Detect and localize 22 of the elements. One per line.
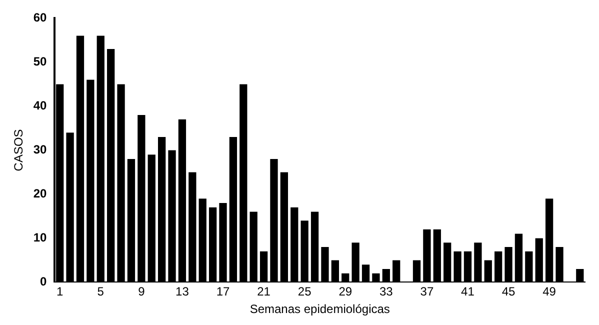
y-tick-label: 20 [33,186,48,201]
x-tick-label: 45 [502,284,516,299]
y-tick-label: 10 [33,230,48,245]
x-tick-label: 5 [97,284,104,299]
y-tick-label: 60 [33,10,48,25]
x-tick-label: 25 [298,284,312,299]
y-tick-label: 0 [40,274,48,289]
x-tick-label: 9 [138,284,146,299]
x-tick-label: 1 [56,284,64,299]
x-tick-label: 33 [379,284,394,299]
x-tick-label: 17 [216,284,230,299]
x-tick-label: 41 [461,284,475,299]
x-tick-label: 29 [338,284,352,299]
y-tick-label: 50 [33,54,48,69]
x-tick-label: 49 [542,284,556,299]
y-axis-title: CASOS [12,129,26,172]
x-tick-label: 21 [257,284,271,299]
y-tick-label: 30 [33,142,48,157]
x-axis-title: Semanas epidemiológicas [250,302,390,316]
y-tick-label: 40 [33,98,48,113]
x-tick-label: 13 [176,284,190,299]
x-tick-label: 37 [420,284,434,299]
